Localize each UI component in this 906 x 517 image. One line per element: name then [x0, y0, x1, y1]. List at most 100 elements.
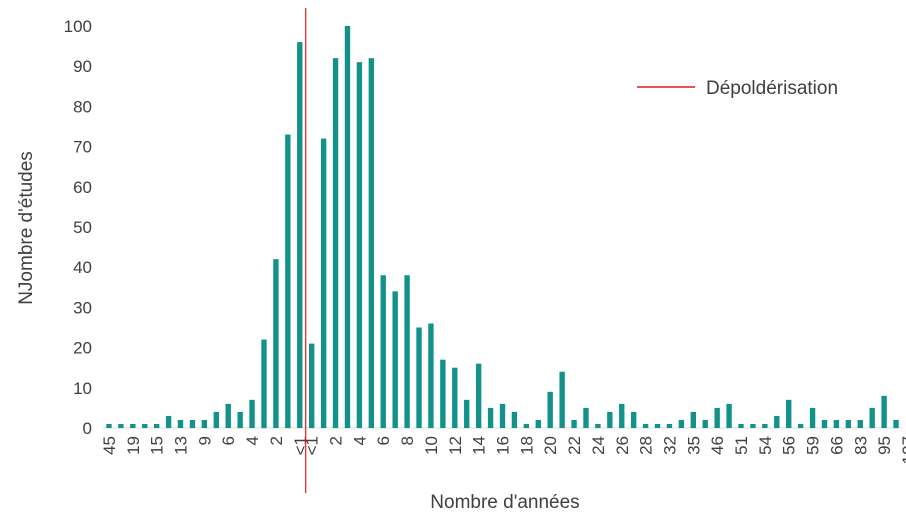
bar: [559, 371, 565, 428]
x-tick-label: <1: [303, 436, 322, 455]
y-tick-label: 10: [73, 379, 92, 398]
bar: [702, 419, 708, 428]
bar: [821, 419, 828, 428]
y-tick-label: 90: [73, 57, 92, 76]
bar: [607, 411, 613, 428]
x-tick-label: 54: [756, 436, 775, 455]
y-tick-label: 60: [73, 178, 92, 197]
x-tick-label: 46: [708, 436, 727, 455]
bar: [714, 407, 720, 428]
bar: [213, 411, 219, 428]
bar: [881, 395, 887, 428]
legend: Dépoldérisation: [637, 78, 838, 99]
x-tick-label: 83: [851, 436, 870, 455]
x-tick-label: 66: [827, 436, 846, 455]
y-tick-label: 40: [73, 258, 92, 277]
bar: [416, 327, 422, 428]
x-tick-label: 107: [899, 436, 906, 464]
x-tick-label: 95: [875, 436, 894, 455]
bar: [774, 415, 780, 428]
bar: [225, 403, 231, 428]
x-tick-label: 6: [374, 436, 393, 445]
bar: [869, 407, 875, 428]
bar: [642, 423, 649, 428]
bar: [106, 423, 112, 428]
bars: [106, 26, 899, 429]
bar: [797, 423, 804, 428]
bar: [142, 423, 148, 428]
bar: [523, 423, 530, 428]
bar: [332, 58, 339, 428]
y-tick-label: 0: [83, 419, 92, 438]
bar: [857, 419, 863, 428]
bar: [165, 415, 172, 428]
bar: [809, 407, 816, 428]
x-tick-label: 22: [565, 436, 584, 455]
bar: [678, 419, 685, 428]
bar: [273, 259, 279, 428]
bar: [762, 423, 768, 428]
bar: [285, 134, 291, 429]
bar: [368, 58, 375, 428]
bar: [464, 399, 470, 428]
y-tick-label: 50: [73, 218, 92, 237]
x-tick-label: 4: [350, 436, 369, 445]
bar: [344, 26, 351, 428]
bar: [786, 399, 792, 428]
x-tick-label: 24: [589, 436, 608, 455]
x-tick-label: 32: [661, 436, 680, 455]
x-tick-label: 10: [422, 436, 441, 455]
bar: [440, 359, 446, 428]
x-tick-label: 4: [243, 436, 262, 445]
bar: [309, 343, 315, 428]
bar: [356, 62, 363, 429]
x-tick-label: 20: [541, 436, 560, 455]
x-axis-title: Nombre d'années: [430, 492, 579, 513]
x-tick-label: 15: [148, 436, 167, 455]
x-tick-label: 45: [100, 436, 119, 455]
x-tick-label: 51: [732, 436, 751, 455]
bar: [631, 411, 637, 428]
bar: [392, 291, 398, 428]
bar: [130, 423, 136, 428]
y-tick-label: 80: [73, 97, 92, 116]
bar: [452, 367, 458, 428]
x-tick-label: 2: [327, 436, 346, 445]
x-ticks: 45 19 15 13 9 6 4 2 <1<1 2 4 6 8 10 12 14 16 18 20 22 24 26 28…: [100, 436, 906, 464]
bar: [189, 419, 196, 428]
y-tick-label: 30: [73, 298, 92, 317]
bar: [619, 403, 625, 428]
bar: [153, 423, 160, 428]
y-ticks: 0 10 20 30 40 50 60 70 80 90 100: [64, 17, 92, 438]
x-tick-label: 2: [267, 436, 286, 445]
bar: [535, 419, 541, 428]
bar: [320, 138, 327, 428]
bar: [571, 419, 577, 428]
x-tick-label: 56: [780, 436, 799, 455]
x-tick-label: 9: [195, 436, 214, 445]
x-tick-label: 12: [446, 436, 465, 455]
bar: [177, 419, 184, 428]
x-tick-label: 16: [494, 436, 513, 455]
bar: [654, 423, 661, 428]
bar: [261, 339, 267, 428]
bar: [583, 407, 589, 428]
bar: [750, 423, 756, 428]
bar: [237, 411, 243, 428]
x-tick-label: <1: [291, 436, 310, 455]
x-tick-label: 14: [470, 436, 489, 455]
y-axis-title: NJombre d'études: [16, 151, 37, 305]
bar: [201, 419, 208, 428]
bar: [499, 403, 506, 428]
bar: [726, 403, 732, 428]
x-tick-label: 26: [613, 436, 632, 455]
x-tick-label: 28: [637, 436, 656, 455]
y-tick-label: 100: [64, 17, 92, 36]
bar: [666, 423, 673, 428]
bar: [595, 423, 601, 428]
bar: [428, 323, 434, 428]
bar: [380, 275, 386, 428]
bar: [475, 363, 482, 428]
bar: [404, 275, 410, 428]
